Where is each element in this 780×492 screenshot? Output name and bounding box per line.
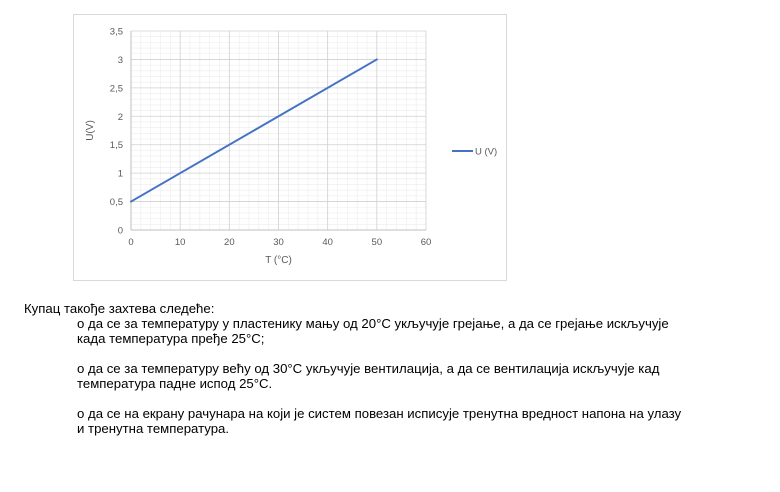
- y-tick-label: 1,5: [110, 140, 123, 151]
- y-tick-label: 1: [118, 169, 123, 180]
- x-tick-label: 50: [372, 237, 383, 248]
- requirement-item-heating: о да се за температуру у пластенику мању…: [77, 316, 669, 346]
- requirements-text: Купац такође захтева следеће: о да се за…: [24, 301, 764, 436]
- requirement-item-display: о да се на екрану рачунара на који је си…: [77, 406, 682, 436]
- y-tick-labels: 0 0,5 1 1,5 2 2,5 3 3,5: [110, 27, 123, 237]
- x-tick-label: 40: [322, 237, 333, 248]
- x-tick-label: 20: [224, 237, 235, 248]
- x-tick-labels: 0 10 20 30 40 50 60: [128, 237, 431, 248]
- y-tick-label: 0,5: [110, 197, 123, 208]
- x-tick-label: 0: [128, 237, 133, 248]
- y-axis-title: U(V): [85, 120, 96, 141]
- x-tick-label: 60: [421, 237, 432, 248]
- series-layer: [130, 58, 378, 203]
- y-tick-label: 3,5: [110, 27, 123, 38]
- x-tick-label: 30: [273, 237, 284, 248]
- major-gridlines: [131, 30, 427, 230]
- series-line-u: [130, 58, 378, 203]
- line-chart: 0 10 20 30 40 50 60 0 0,5 1 1,5 2 2,5 3 3,5 T (°C) U(…: [85, 27, 497, 267]
- y-tick-label: 3: [118, 55, 123, 66]
- y-tick-label: 2: [118, 112, 123, 123]
- x-axis-title: T (°C): [265, 255, 292, 266]
- legend: U (V): [452, 147, 497, 158]
- requirement-item-ventilation: о да се за температуру већу од 30°C укљу…: [77, 361, 660, 391]
- y-tick-label: 0: [118, 226, 123, 237]
- y-tick-label: 2,5: [110, 83, 123, 94]
- x-tick-label: 10: [175, 237, 186, 248]
- legend-label-u: U (V): [475, 147, 497, 158]
- chart-frame: 0 10 20 30 40 50 60 0 0,5 1 1,5 2 2,5 3 3,5 T (°C) U(…: [73, 14, 507, 281]
- requirements-intro: Купац такође захтева следеће:: [24, 301, 215, 316]
- axes: [130, 31, 426, 231]
